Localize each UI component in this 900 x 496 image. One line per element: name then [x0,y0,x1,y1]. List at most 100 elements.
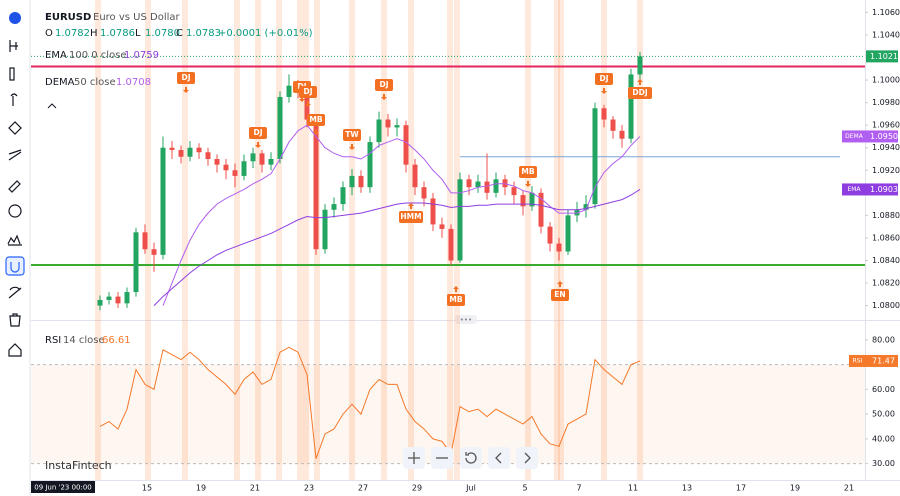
delete-tool[interactable] [9,313,21,327]
candle-body [142,232,148,250]
candle-body [538,192,544,227]
crosshair-date: 09 Jun '23 00:00 [34,484,92,492]
candle-body [547,226,553,244]
watermark: InstaFintech [45,459,112,472]
indicator-label-box [842,183,866,196]
candle-body [439,224,445,229]
pattern-tool[interactable] [7,234,22,246]
timeframe-tool[interactable] [9,40,18,52]
candle-body [412,164,418,188]
event-arrow [183,87,189,93]
indicators-tool[interactable] [10,93,18,106]
emoji-tool[interactable] [8,204,22,218]
time-label: 27 [358,484,368,493]
rsi-value: 66.61 [102,335,131,346]
candle-body [502,179,508,188]
event-band [303,0,309,480]
price-change: +0.0001 (+0.01%) [218,28,313,39]
candle-body [358,175,364,188]
event-arrow [381,94,387,100]
candle-body [556,243,562,252]
candle-body [394,125,400,128]
event-marker [595,73,613,85]
rsi-label-name: RSI [853,357,863,364]
event-label: DJ [253,128,262,137]
event-band [381,0,387,480]
time-label: 19 [790,484,800,493]
candle-body [619,130,625,139]
indicator-value-box [866,130,898,143]
event-arrow [255,142,261,148]
time-label: 21 [844,484,854,493]
candle-body [511,187,517,196]
scroll-right-button[interactable] [516,447,538,469]
pane-resize-handle[interactable] [455,315,477,324]
candle-body [628,74,634,139]
event-marker [519,166,537,178]
event-band [525,0,531,480]
scroll-left-button[interactable] [488,447,510,469]
event-band [349,0,355,480]
event-arrow [305,101,311,107]
rsi-tick-label: 60.00 [872,385,895,394]
chart-type-tool[interactable] [9,67,15,81]
candle-body [214,159,220,165]
candle-body [466,179,472,188]
indicator-name: EMA [45,50,67,61]
event-band [145,0,151,480]
y-tick-label: 1.1040 [872,30,900,39]
time-label: Jul [465,484,476,493]
candle-body [187,147,193,157]
indicator-label-name: DEMA [845,133,864,140]
event-band [234,0,240,480]
collapse-legend-button[interactable] [47,103,57,109]
candle-body [583,204,589,210]
time-label: 5 [522,484,527,493]
magnet-tool-active[interactable] [5,256,25,276]
trend-line-tool[interactable] [8,149,22,161]
candle-body [106,296,112,300]
event-arrow [299,96,305,102]
event-label: DJ [379,80,388,89]
reset-button[interactable] [460,447,482,469]
event-label: EN [554,290,565,299]
candle-body [520,195,526,207]
candle-body [367,142,373,188]
indicator-line [162,124,641,306]
y-tick-label: 1.0800 [872,301,900,310]
time-label: 23 [304,484,314,493]
event-band [558,0,564,480]
candle-body [349,175,355,188]
crosshair-tool[interactable] [8,121,22,135]
brush-tool[interactable] [8,180,21,193]
ohlc-value: 1.0783 [186,28,221,39]
event-band [408,0,414,480]
y-tick-label: 1.0980 [872,98,900,107]
rsi-name: RSI [45,335,61,346]
ohlc-label: C [176,28,183,39]
y-tick-label: 1.0820 [872,279,900,288]
event-band [297,0,303,480]
time-label: 15 [142,484,152,493]
event-arrow [525,181,531,187]
home-tool[interactable] [8,343,22,357]
time-label: 29 [412,484,422,493]
logo-button[interactable] [9,12,21,24]
candle-body [376,119,382,143]
event-band [276,0,282,480]
ohlc-value: 1.0782 [55,28,90,39]
ohlc-label: O [45,28,53,39]
hide-tool[interactable] [8,286,22,299]
rsi-tick-label: 40.00 [872,434,895,443]
indicator-value-label: 1.0950 [870,132,898,141]
pane-handle-dots: ••• [460,316,472,324]
toolbar [0,0,30,496]
event-arrow [453,286,459,292]
event-arrow [557,281,563,287]
candle-body [223,164,229,171]
y-tick-label: 1.0920 [872,166,900,175]
event-label: DJ [599,74,608,83]
event-label: MB [309,115,322,124]
candle-body [637,56,643,75]
